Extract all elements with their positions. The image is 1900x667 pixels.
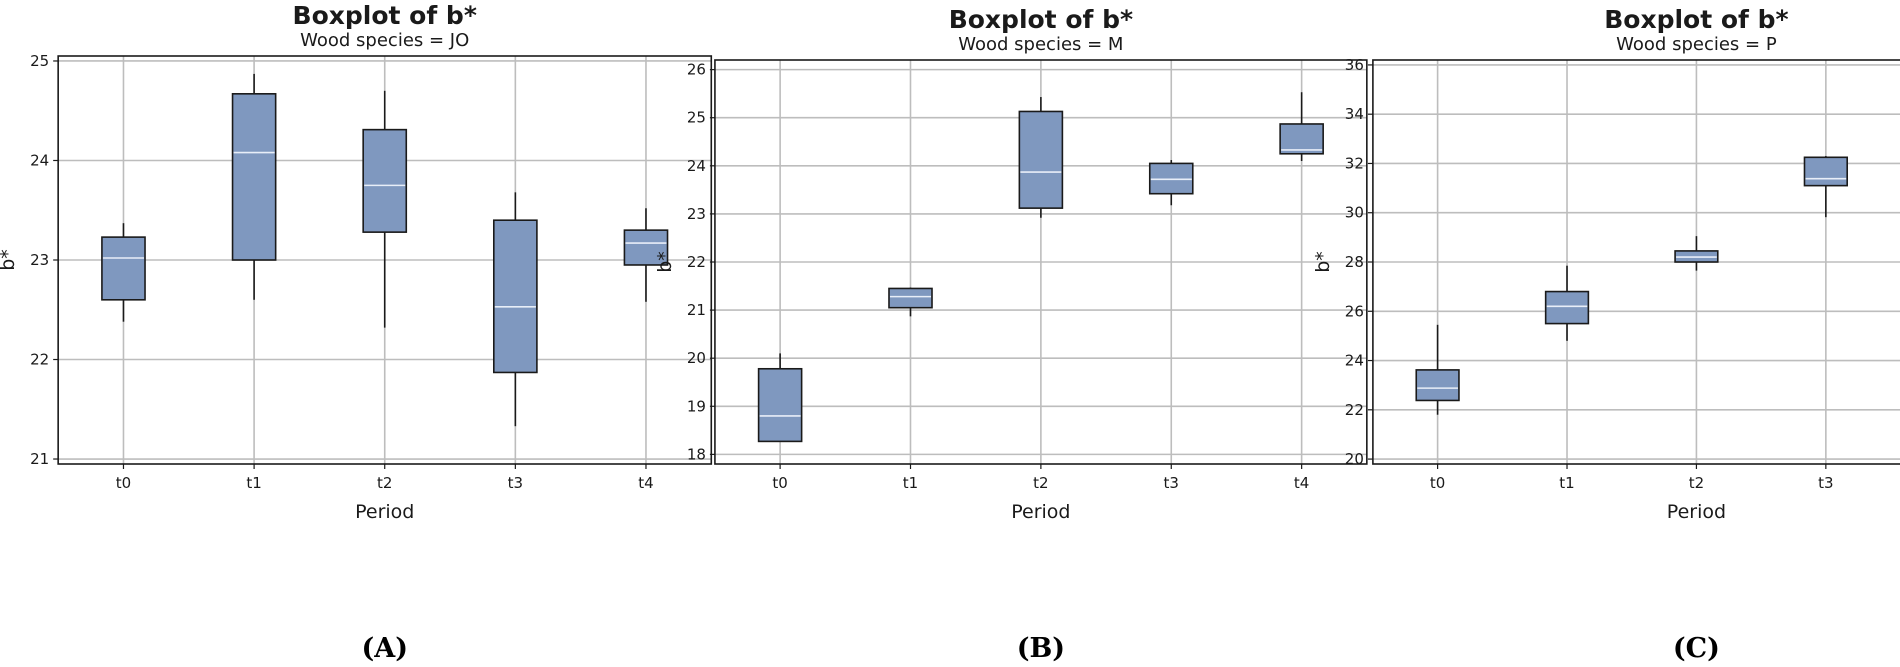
y-tick-label: 21 [687, 301, 706, 319]
x-tick-label: t1 [903, 474, 918, 492]
chart-title: Boxplot of b* [1604, 5, 1788, 34]
iqr-box [362, 128, 408, 233]
x-tick-label: t0 [116, 474, 131, 492]
y-tick-label: 34 [1345, 105, 1364, 123]
y-tick-label: 22 [30, 351, 49, 369]
iqr-box [1279, 123, 1324, 155]
iqr-box [101, 236, 146, 301]
chart-subtitle: Wood species = P [1616, 34, 1777, 55]
chart-panel-2: Boxplot of b*Wood species = M 18 19 20 21 22 2… [654, 5, 1368, 664]
box-t0 [1415, 324, 1460, 415]
x-tick-label: t1 [1559, 474, 1574, 492]
y-axis-label: b* [654, 251, 676, 273]
iqr-box [888, 287, 933, 309]
y-tick-label: 30 [1345, 204, 1364, 222]
panel-label: (B) [1017, 633, 1065, 664]
iqr-box [1018, 110, 1064, 209]
y-tick-label: 26 [687, 61, 706, 79]
x-tick-label: t4 [638, 474, 653, 492]
plot-frame [714, 59, 1368, 465]
iqr-box [1544, 290, 1590, 325]
chart-panel-1: Boxplot of b*Wood species = JO 21 22 23 24 25… [0, 1, 713, 664]
box-t1 [1544, 265, 1590, 341]
y-tick-label: 20 [687, 349, 706, 367]
y-tick-label: 32 [1345, 154, 1364, 172]
iqr-box [623, 229, 669, 266]
y-axis-label: b* [0, 249, 19, 271]
x-axis-label: Period [355, 501, 414, 523]
box-t2 [1018, 97, 1064, 218]
box-t1 [888, 287, 933, 317]
iqr-box [492, 219, 538, 374]
x-tick-label: t1 [246, 474, 261, 492]
box-t3 [1148, 160, 1194, 206]
panel-label: (C) [1673, 633, 1720, 664]
x-tick-label: t2 [377, 474, 392, 492]
y-tick-label: 20 [1345, 450, 1364, 468]
y-tick-label: 25 [30, 52, 49, 70]
x-tick-label: t0 [1430, 474, 1445, 492]
plot-frame [57, 55, 713, 465]
y-tick-label: 18 [687, 445, 706, 463]
box-t4 [1279, 92, 1324, 161]
panel-label: (A) [361, 633, 408, 664]
box-t0 [101, 223, 146, 322]
y-tick-label: 24 [687, 157, 706, 175]
box-t2 [362, 90, 408, 328]
y-tick-label: 24 [1345, 352, 1364, 370]
box-t1 [231, 73, 277, 300]
iqr-box [1415, 369, 1460, 402]
box-t2 [1674, 236, 1719, 271]
box-t3 [1803, 156, 1848, 218]
iqr-box [1803, 156, 1848, 187]
box-t4 [623, 208, 669, 302]
x-axis-label: Period [1667, 501, 1726, 523]
chart-title: Boxplot of b* [949, 5, 1133, 34]
x-tick-label: t0 [772, 474, 787, 492]
y-tick-label: 22 [1345, 401, 1364, 419]
y-tick-label: 28 [1345, 253, 1364, 271]
x-axis-label: Period [1011, 501, 1070, 523]
x-tick-label: t2 [1689, 474, 1704, 492]
chart-subtitle: Wood species = JO [300, 30, 469, 51]
chart-panel-3: Boxplot of b*Wood species = P 20 22 24 26 28 3… [1312, 5, 1900, 664]
y-tick-label: 21 [30, 450, 49, 468]
y-axis-label: b* [1312, 251, 1334, 273]
y-tick-label: 22 [687, 253, 706, 271]
y-tick-label: 26 [1345, 302, 1364, 320]
y-tick-label: 19 [687, 397, 706, 415]
y-tick-label: 23 [687, 205, 706, 223]
chart-title: Boxplot of b* [293, 1, 477, 30]
box-t0 [757, 353, 803, 443]
x-tick-label: t2 [1033, 474, 1048, 492]
iqr-box [757, 367, 803, 443]
y-tick-label: 23 [30, 251, 49, 269]
x-tick-label: t4 [1294, 474, 1309, 492]
y-tick-label: 24 [30, 151, 49, 169]
iqr-box [231, 93, 277, 261]
plot-frame [1372, 59, 1900, 465]
y-tick-label: 25 [687, 109, 706, 127]
x-tick-label: t3 [1164, 474, 1179, 492]
x-tick-label: t3 [508, 474, 523, 492]
chart-subtitle: Wood species = M [958, 34, 1123, 55]
y-tick-label: 36 [1345, 56, 1364, 74]
box-t3 [492, 192, 538, 427]
x-tick-label: t3 [1818, 474, 1833, 492]
